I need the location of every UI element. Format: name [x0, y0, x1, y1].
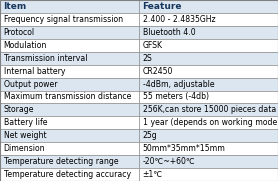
Text: CR2450: CR2450 — [143, 67, 173, 76]
Bar — [139, 168, 278, 181]
Text: ±1℃: ±1℃ — [143, 170, 163, 179]
Text: 2S: 2S — [143, 54, 152, 63]
Text: Modulation: Modulation — [4, 41, 47, 50]
Text: -20℃~+60℃: -20℃~+60℃ — [143, 157, 195, 166]
Text: 55 meters (-4db): 55 meters (-4db) — [143, 92, 208, 102]
Bar — [0, 26, 139, 39]
Text: Output power: Output power — [4, 79, 57, 89]
Bar — [0, 78, 139, 90]
Bar — [0, 52, 139, 65]
Bar — [139, 90, 278, 103]
Bar — [139, 78, 278, 90]
Bar — [0, 39, 139, 52]
Bar — [139, 116, 278, 129]
Text: 1 year (depends on working mode): 1 year (depends on working mode) — [143, 118, 278, 127]
Bar — [139, 103, 278, 116]
Text: Temperature detecting accuracy: Temperature detecting accuracy — [4, 170, 131, 179]
Bar — [0, 142, 139, 155]
Bar — [0, 0, 139, 13]
Text: 25g: 25g — [143, 131, 157, 140]
Bar — [139, 65, 278, 78]
Text: Transmission interval: Transmission interval — [4, 54, 87, 63]
Text: Net weight: Net weight — [4, 131, 46, 140]
Bar — [139, 0, 278, 13]
Text: GFSK: GFSK — [143, 41, 163, 50]
Text: 256K,can store 15000 pieces data: 256K,can store 15000 pieces data — [143, 105, 276, 114]
Text: Storage: Storage — [4, 105, 34, 114]
Bar — [0, 116, 139, 129]
Bar — [139, 155, 278, 168]
Bar — [0, 90, 139, 103]
Text: Protocol: Protocol — [4, 28, 35, 37]
Bar — [139, 142, 278, 155]
Text: Bluetooth 4.0: Bluetooth 4.0 — [143, 28, 195, 37]
Bar — [139, 39, 278, 52]
Bar — [139, 129, 278, 142]
Bar — [0, 168, 139, 181]
Bar — [0, 13, 139, 26]
Text: Dimension: Dimension — [4, 144, 45, 153]
Text: Frequency signal transmission: Frequency signal transmission — [4, 15, 123, 24]
Bar — [139, 13, 278, 26]
Bar — [0, 129, 139, 142]
Text: 50mm*35mm*15mm: 50mm*35mm*15mm — [143, 144, 225, 153]
Text: Item: Item — [4, 2, 27, 11]
Bar — [0, 155, 139, 168]
Bar — [139, 52, 278, 65]
Bar — [0, 103, 139, 116]
Text: -4dBm, adjustable: -4dBm, adjustable — [143, 79, 214, 89]
Text: Internal battery: Internal battery — [4, 67, 65, 76]
Bar — [0, 65, 139, 78]
Text: Feature: Feature — [143, 2, 182, 11]
Text: 2.400 - 2.4835GHz: 2.400 - 2.4835GHz — [143, 15, 215, 24]
Text: Maximum transmission distance: Maximum transmission distance — [4, 92, 131, 102]
Bar — [139, 26, 278, 39]
Text: Battery life: Battery life — [4, 118, 47, 127]
Text: Temperature detecting range: Temperature detecting range — [4, 157, 118, 166]
